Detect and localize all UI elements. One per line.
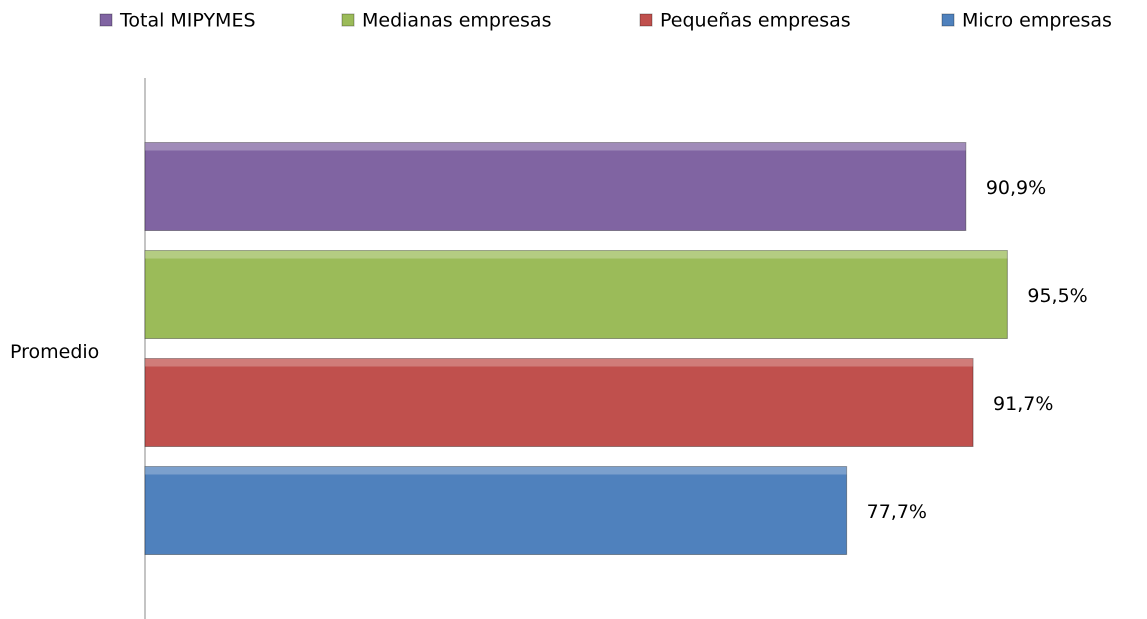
bar [144, 466, 848, 555]
data-label: 90,9% [986, 177, 1046, 199]
bar [144, 358, 974, 447]
data-label: 95,5% [1027, 285, 1087, 307]
legend-label: Total MIPYMES [119, 10, 256, 32]
bar-highlight [145, 358, 974, 367]
bar-highlight [145, 250, 1008, 259]
bar [144, 142, 967, 231]
legend-swatch [99, 13, 113, 27]
legend-label: Pequeñas empresas [660, 10, 851, 32]
legend-label: Micro empresas [962, 10, 1112, 32]
legend-swatch [639, 13, 653, 27]
legend-swatch [941, 13, 955, 27]
data-label: 91,7% [993, 393, 1053, 415]
legend-swatch [341, 13, 355, 27]
data-label: 77,7% [867, 501, 927, 523]
bar-highlight [145, 142, 966, 151]
bar [144, 250, 1008, 339]
bar-highlight [145, 466, 847, 475]
category-label: Promedio [10, 341, 99, 363]
legend-label: Medianas empresas [362, 10, 551, 32]
